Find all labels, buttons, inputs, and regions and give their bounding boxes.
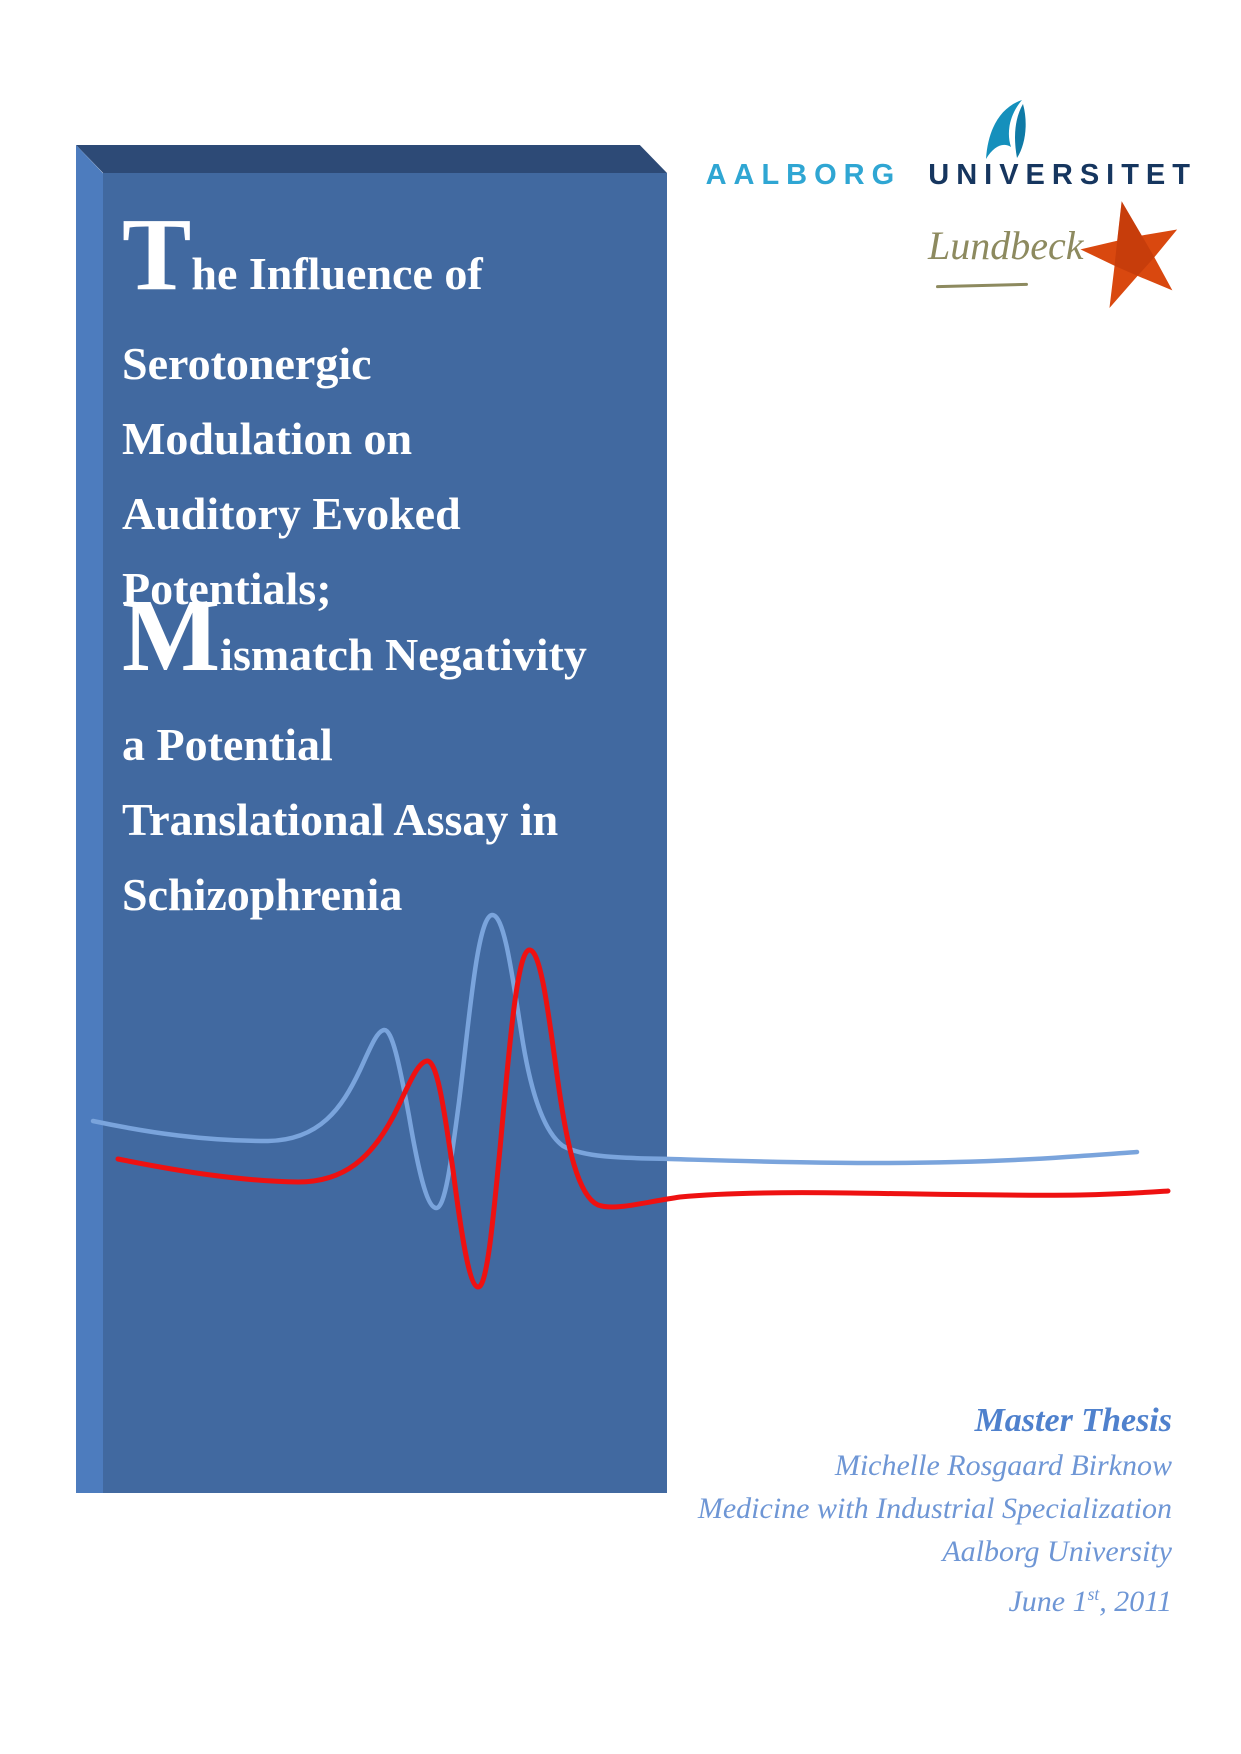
author-name: Michelle Rosgaard Birknow	[834, 1449, 1172, 1482]
wordmark-universitet: UNIVERSITET	[928, 159, 1197, 191]
title1-line-3: Modulation on	[122, 413, 413, 464]
thesis-date: June 1st, 2011	[698, 1573, 1172, 1623]
blue-slab-front-face	[103, 173, 667, 1493]
title1-line-4: Auditory Evoked	[122, 488, 461, 539]
title1-first-line-text: he Influence of	[191, 248, 483, 299]
university-wordmark: AALBORG UNIVERSITET	[706, 160, 1197, 190]
title-block-2: Mismatch Negativity a Potential Translat…	[122, 583, 587, 932]
blue-slab-top-face	[76, 145, 667, 173]
wordmark-aalborg: AALBORG	[705, 159, 902, 191]
title2-first-line-text: ismatch Negativity	[220, 629, 587, 680]
thesis-date-suffix: , 2011	[1099, 1585, 1172, 1618]
title1-line-5: Potentials;	[122, 563, 332, 614]
title2-line-3: Translational Assay in	[122, 794, 559, 845]
lundbeck-logo-text: Lundbeck	[928, 223, 1084, 268]
title2-first-line: Mismatch Negativity	[122, 583, 587, 707]
thesis-date-superscript: st	[1087, 1584, 1100, 1604]
credits-block: Master Thesis Michelle Rosgaard Birknow …	[698, 1398, 1172, 1623]
aau-wave-logo-icon	[986, 100, 1026, 159]
title-block-1: The Influence of Serotonergic Modulation…	[122, 202, 483, 626]
title1-first-line: The Influence of	[122, 202, 483, 326]
program-name: Medicine with Industrial Specialization	[697, 1492, 1172, 1525]
title2-dropcap: M	[122, 578, 221, 693]
blue-slab-left-face	[76, 145, 103, 1493]
title2-line-4: Schizophrenia	[122, 869, 403, 920]
thesis-date-prefix: June 1	[1008, 1585, 1088, 1618]
red-evoked-potential-curve	[115, 947, 1171, 1290]
title1-line-2: Serotonergic	[122, 338, 372, 389]
starfish-icon	[1080, 201, 1178, 309]
title2-line-2: a Potential	[122, 719, 333, 770]
title1-dropcap: T	[122, 197, 192, 312]
thesis-type: Master Thesis	[974, 1402, 1172, 1439]
blue-evoked-potential-curve	[90, 912, 1140, 1211]
university-name: Aalborg University	[942, 1535, 1172, 1568]
